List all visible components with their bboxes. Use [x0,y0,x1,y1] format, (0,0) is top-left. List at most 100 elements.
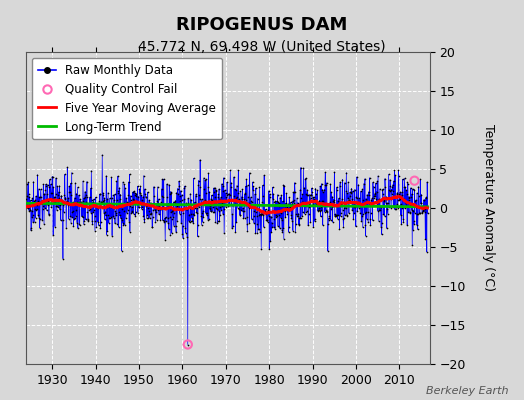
Point [149,200,158,206]
Point [295,221,303,227]
Point [365,175,374,181]
Point [53,203,61,209]
Point [336,182,344,189]
Point [71,214,79,221]
Point [136,190,144,196]
Point [277,217,286,223]
Point [232,219,241,225]
Point [377,224,385,230]
Point [70,216,79,222]
Point [312,200,321,206]
Point [403,179,412,186]
Point [303,192,312,198]
Point [351,204,359,210]
Point [235,206,244,212]
Point [87,210,95,216]
Point [237,194,246,200]
Point [313,200,321,206]
Point [119,179,127,185]
Point [112,178,121,185]
Point [402,202,410,208]
Point [408,191,416,197]
Point [184,218,193,224]
Point [302,175,310,182]
Point [105,195,114,202]
Point [83,209,92,215]
Point [271,212,280,218]
Point [123,198,131,205]
Point [116,191,125,198]
Point [131,192,139,198]
Point [86,206,94,212]
Point [190,199,199,206]
Point [110,196,118,203]
Point [65,183,73,190]
Point [46,196,54,203]
Point [421,206,429,213]
Point [113,190,122,196]
Point [307,192,315,198]
Point [210,188,218,195]
Point [170,206,179,212]
Point [127,210,136,216]
Point [292,220,300,227]
Point [333,184,341,190]
Point [233,182,241,189]
Point [238,186,246,192]
Point [315,207,324,214]
Point [326,217,335,223]
Point [94,204,102,210]
Point [261,209,269,215]
Point [179,235,187,241]
Point [342,169,351,176]
Point [277,214,285,221]
Point [274,223,282,229]
Point [259,212,268,218]
Point [41,181,50,188]
Point [177,188,185,194]
Point [309,201,317,208]
Point [157,186,166,192]
Point [139,172,148,179]
Point [53,183,62,190]
Point [129,196,137,202]
Point [108,213,117,220]
Point [24,205,32,211]
Point [133,201,141,208]
Point [52,207,61,214]
Point [128,208,136,214]
Point [335,201,343,208]
Point [214,194,222,200]
Point [151,219,159,225]
Point [268,184,277,190]
Point [372,190,380,196]
Point [315,205,323,211]
Point [84,206,93,213]
Point [397,221,406,228]
Point [158,176,167,182]
Point [221,187,229,193]
Point [290,180,299,186]
Point [420,208,429,215]
Point [398,189,406,195]
Point [167,209,175,216]
Point [420,206,428,212]
Point [62,225,70,232]
Point [268,224,276,231]
Point [30,219,39,225]
Point [327,189,335,195]
Point [383,206,391,212]
Point [198,210,206,216]
Point [132,209,140,215]
Point [315,198,324,204]
Point [119,222,127,228]
Point [99,190,107,196]
Point [167,190,176,196]
Point [91,218,99,224]
Point [394,197,402,204]
Point [419,207,428,214]
Point [122,201,130,208]
Point [354,200,362,207]
Point [310,194,318,200]
Point [79,214,87,220]
